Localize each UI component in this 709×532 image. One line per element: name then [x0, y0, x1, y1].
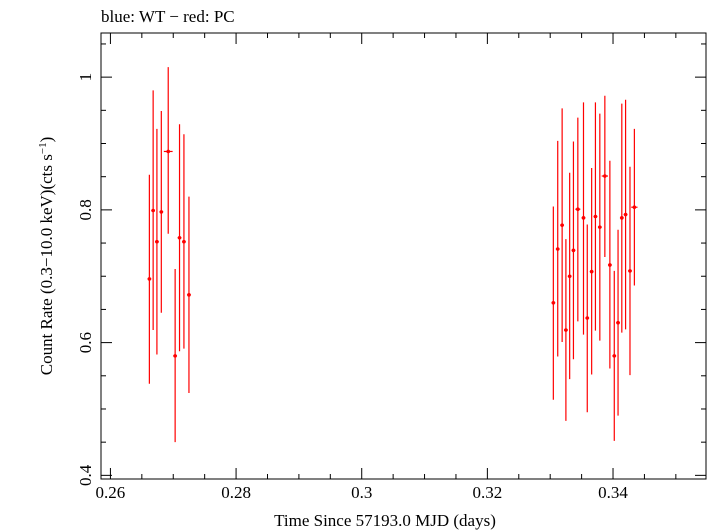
- point-marker: [620, 216, 624, 220]
- y-axis-label-superscript: −1: [37, 142, 49, 154]
- data-point: [567, 172, 572, 380]
- point-marker: [560, 223, 564, 227]
- point-marker: [155, 239, 159, 244]
- point-marker: [598, 225, 602, 229]
- point-marker: [147, 277, 152, 281]
- data-point: [589, 168, 594, 375]
- point-marker: [177, 235, 182, 240]
- point-marker: [564, 328, 568, 332]
- y-tick-label: 0.6: [76, 332, 95, 353]
- point-marker: [589, 269, 594, 274]
- x-tick-label: 0.26: [96, 483, 126, 502]
- point-marker: [612, 354, 617, 358]
- y-tick-label: 0.8: [76, 199, 95, 220]
- data-point: [616, 229, 620, 416]
- point-marker: [151, 208, 155, 213]
- data-point: [151, 90, 156, 331]
- point-marker: [603, 174, 607, 178]
- data-point: [601, 95, 608, 257]
- data-point: [564, 239, 568, 421]
- data-point: [571, 141, 576, 360]
- y-axis-label-close: ): [37, 137, 56, 143]
- point-marker: [567, 274, 572, 279]
- axis-ticks: [101, 33, 706, 479]
- data-point: [560, 108, 565, 342]
- data-point: [628, 166, 632, 376]
- y-tick-label: 0.4: [76, 464, 95, 486]
- point-marker: [555, 247, 560, 251]
- point-marker: [628, 269, 632, 273]
- data-point: [177, 124, 182, 352]
- data-points: [147, 67, 638, 443]
- point-marker: [182, 239, 186, 244]
- data-point: [173, 268, 178, 443]
- point-marker: [571, 248, 576, 253]
- x-tick-label: 0.28: [221, 483, 251, 502]
- data-point: [187, 196, 191, 394]
- data-point: [155, 128, 159, 355]
- point-marker: [632, 205, 637, 210]
- x-axis-label: Time Since 57193.0 MJD (days): [274, 511, 496, 530]
- data-point: [575, 117, 581, 322]
- data-point: [585, 224, 590, 413]
- chart-title: blue: WT − red: PC: [101, 7, 235, 26]
- point-marker: [593, 214, 598, 219]
- x-tick-label: 0.34: [598, 483, 628, 502]
- x-tick-label: 0.32: [472, 483, 502, 502]
- point-marker: [166, 149, 171, 154]
- data-point: [555, 140, 560, 357]
- x-tick-label: 0.3: [351, 483, 372, 502]
- data-point: [593, 102, 598, 331]
- point-marker: [173, 354, 177, 358]
- point-marker: [159, 210, 164, 214]
- data-point: [182, 134, 186, 349]
- data-point: [597, 113, 602, 341]
- data-point: [147, 174, 152, 384]
- data-point: [623, 99, 628, 330]
- point-marker: [581, 216, 586, 220]
- data-point: [159, 110, 164, 313]
- data-point: [631, 128, 638, 286]
- point-marker: [585, 316, 590, 320]
- point-marker: [623, 212, 628, 217]
- plot-frame: [100, 32, 707, 480]
- data-point: [612, 270, 617, 441]
- point-marker: [608, 263, 612, 267]
- y-axis-label: Count Rate (0.3−10.0 keV)(cts s−1): [37, 137, 56, 376]
- y-tick-label: 1: [76, 73, 95, 82]
- point-marker: [616, 320, 620, 325]
- data-point: [551, 206, 556, 400]
- data-point: [607, 160, 612, 369]
- data-point: [163, 67, 173, 234]
- data-point: [581, 102, 586, 335]
- point-marker: [551, 300, 556, 305]
- point-marker: [576, 207, 580, 212]
- y-axis-label-main: Count Rate (0.3−10.0 keV)(cts s: [37, 154, 56, 375]
- point-marker: [187, 293, 191, 297]
- tick-labels: 0.26 0.28 0.3 0.32 0.34 0.4 0.6 0.8 1: [76, 73, 628, 502]
- data-point: [619, 103, 624, 333]
